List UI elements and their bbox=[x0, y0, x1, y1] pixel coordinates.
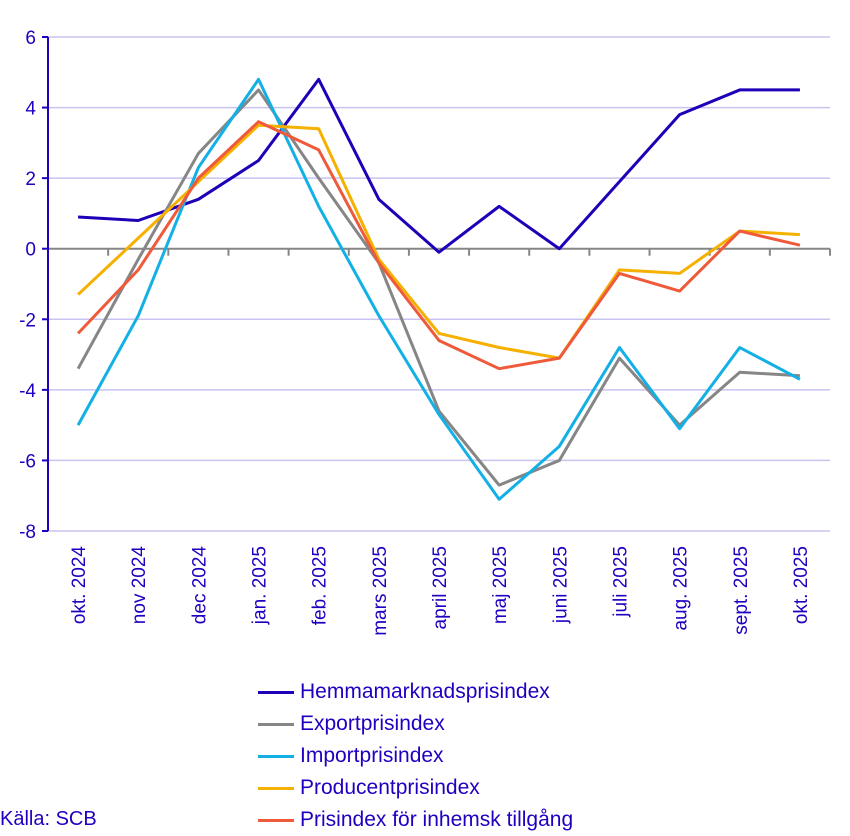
y-tick-label: 4 bbox=[25, 99, 36, 120]
legend-item: Exportprisindex bbox=[258, 708, 573, 740]
y-tick-label: -6 bbox=[19, 451, 36, 472]
legend-label: Exportprisindex bbox=[300, 712, 445, 736]
y-tick-label: 6 bbox=[25, 28, 36, 49]
legend-swatch bbox=[258, 819, 294, 822]
y-tick-label: -4 bbox=[19, 381, 36, 402]
legend-label: Prisindex för inhemsk tillgång bbox=[300, 808, 573, 832]
x-tick-label: mars 2025 bbox=[370, 546, 391, 636]
y-tick-label: -8 bbox=[19, 522, 36, 543]
legend-item: Producentprisindex bbox=[258, 772, 573, 804]
legend-item: Hemmamarknadsprisindex bbox=[258, 676, 573, 708]
series-line-3 bbox=[78, 125, 800, 358]
x-tick-label: nov 2024 bbox=[129, 546, 150, 625]
legend-label: Hemmamarknadsprisindex bbox=[300, 680, 550, 704]
legend: Hemmamarknadsprisindex Exportprisindex Imp… bbox=[258, 676, 573, 836]
x-tick-label: feb. 2025 bbox=[310, 546, 331, 625]
legend-label: Importprisindex bbox=[300, 744, 444, 768]
legend-label: Producentprisindex bbox=[300, 776, 480, 800]
series-line-2 bbox=[78, 79, 800, 499]
y-tick-label: -2 bbox=[19, 310, 36, 331]
legend-item: Prisindex för inhemsk tillgång bbox=[258, 804, 573, 836]
x-tick-label: juni 2025 bbox=[550, 546, 571, 624]
legend-swatch bbox=[258, 723, 294, 726]
legend-swatch bbox=[258, 755, 294, 758]
series-line-0 bbox=[78, 79, 800, 252]
x-tick-label: sept. 2025 bbox=[731, 546, 752, 635]
legend-swatch bbox=[258, 691, 294, 694]
x-tick-label: okt. 2024 bbox=[69, 546, 90, 625]
series-line-1 bbox=[78, 90, 800, 485]
x-tick-label: april 2025 bbox=[430, 546, 451, 629]
x-tick-label: maj 2025 bbox=[490, 546, 511, 624]
y-tick-label: 2 bbox=[25, 169, 36, 190]
x-tick-label: jan. 2025 bbox=[250, 546, 271, 625]
legend-item: Importprisindex bbox=[258, 740, 573, 772]
x-tick-label: dec 2024 bbox=[189, 546, 210, 625]
legend-swatch bbox=[258, 787, 294, 790]
x-tick-label: okt. 2025 bbox=[791, 546, 812, 624]
source-note: Källa: SCB bbox=[0, 808, 97, 831]
x-tick-label: aug. 2025 bbox=[671, 546, 692, 631]
x-tick-label: juli 2025 bbox=[610, 546, 631, 618]
y-tick-label: 0 bbox=[25, 240, 36, 261]
